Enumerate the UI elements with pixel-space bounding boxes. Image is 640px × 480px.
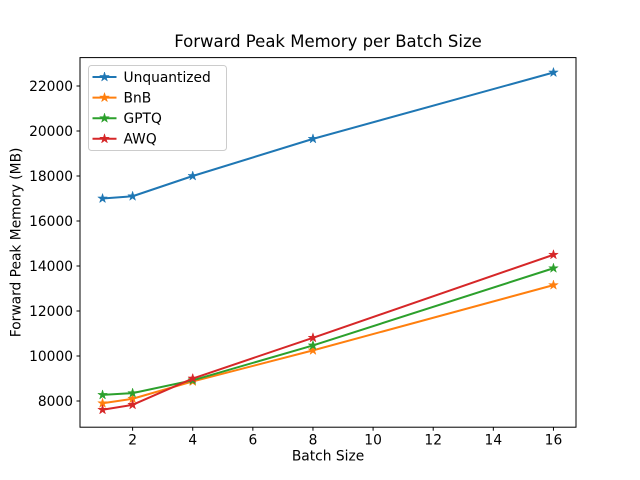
legend-label: BnB xyxy=(124,90,152,106)
x-tick-label: 2 xyxy=(128,433,137,449)
y-tick-label: 22000 xyxy=(29,79,73,95)
data-point-marker-awq xyxy=(307,332,318,343)
data-point-marker-awq xyxy=(187,373,198,383)
data-point-marker-unquantized xyxy=(307,133,318,144)
x-tick-label: 8 xyxy=(309,433,318,449)
plot-area: 2 4 6 8 10 12 14 16 8000 10000 12000 14000 16000 1800… xyxy=(29,57,577,449)
data-point-marker-gptq xyxy=(548,263,559,273)
legend-label: AWQ xyxy=(124,132,157,148)
legend-label: GPTQ xyxy=(124,111,162,127)
data-point-marker-gptq xyxy=(127,387,138,398)
y-tick-label: 16000 xyxy=(29,214,73,230)
x-tick-label: 4 xyxy=(188,433,197,449)
x-tick-label: 16 xyxy=(545,433,563,449)
data-point-marker-unquantized xyxy=(548,67,559,77)
data-point-marker-unquantized xyxy=(127,191,138,201)
legend-marker xyxy=(98,112,111,123)
chart-title: Forward Peak Memory per Batch Size xyxy=(174,32,482,51)
y-tick-label: 14000 xyxy=(29,259,73,275)
legend-entry: GPTQ xyxy=(92,111,162,127)
y-tick-label: 20000 xyxy=(29,124,73,140)
data-point-marker-bnb xyxy=(307,345,318,355)
y-axis-label: Forward Peak Memory (MB) xyxy=(9,148,25,338)
data-point-marker-awq xyxy=(97,404,108,415)
legend-marker xyxy=(98,71,111,82)
legend-entry: BnB xyxy=(92,90,152,106)
y-tick-label: 12000 xyxy=(29,304,73,320)
y-tick-label: 8000 xyxy=(38,394,73,410)
legend-entry: AWQ xyxy=(92,132,157,148)
y-tick-label: 10000 xyxy=(29,349,73,365)
data-point-marker-gptq xyxy=(97,389,108,400)
legend-box xyxy=(88,65,227,151)
data-point-marker-unquantized xyxy=(187,170,198,181)
data-point-marker-awq xyxy=(127,399,138,410)
plot-frame xyxy=(79,57,577,428)
legend-label: Unquantized xyxy=(124,70,211,86)
x-tick-label: 12 xyxy=(424,433,442,449)
x-tick-label: 6 xyxy=(248,433,257,449)
data-point-marker-awq xyxy=(548,249,559,260)
data-point-marker-bnb xyxy=(548,279,559,290)
legend-marker xyxy=(98,132,111,144)
x-axis-label: Batch Size xyxy=(292,449,364,465)
legend-marker xyxy=(98,91,111,103)
legend: Unquantized BnB GPTQ AWQ xyxy=(88,65,227,151)
data-point-marker-unquantized xyxy=(97,193,108,203)
data-point-marker-gptq xyxy=(307,340,318,350)
x-tick-label: 14 xyxy=(485,433,503,449)
legend-entry: Unquantized xyxy=(92,70,211,86)
x-tick-label: 10 xyxy=(364,433,382,449)
y-tick-label: 18000 xyxy=(29,169,73,185)
